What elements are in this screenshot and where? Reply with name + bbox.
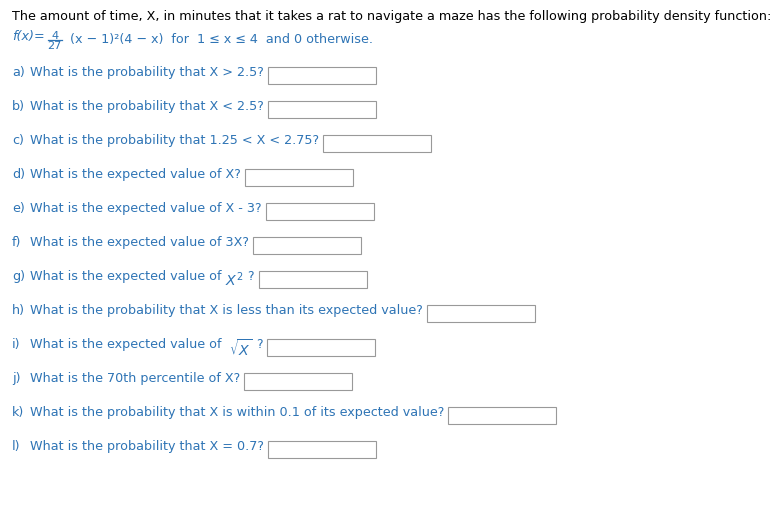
Text: What is the probability that X > 2.5?: What is the probability that X > 2.5? [30, 66, 264, 79]
Bar [267, 339, 375, 356]
Text: $\mathit{X}^2$: $\mathit{X}^2$ [225, 270, 244, 289]
Text: What is the probability that X < 2.5?: What is the probability that X < 2.5? [30, 100, 264, 113]
Bar [448, 407, 556, 424]
Text: d): d) [12, 168, 25, 181]
Bar [268, 67, 376, 84]
Text: What is the expected value of: What is the expected value of [30, 270, 225, 283]
Bar [244, 373, 352, 390]
Bar [323, 135, 431, 152]
Bar [266, 203, 374, 220]
Text: 4: 4 [51, 31, 58, 41]
Text: What is the expected value of: What is the expected value of [30, 338, 229, 351]
Text: What is the probability that X is within 0.1 of its expected value?: What is the probability that X is within… [30, 406, 444, 419]
Bar [259, 271, 367, 288]
Bar [245, 169, 353, 186]
Text: g): g) [12, 270, 25, 283]
Text: ?: ? [244, 270, 255, 283]
Text: b): b) [12, 100, 25, 113]
Bar [268, 101, 376, 118]
Text: What is the expected value of 3X?: What is the expected value of 3X? [30, 236, 249, 249]
Text: What is the probability that 1.25 < X < 2.75?: What is the probability that 1.25 < X < … [30, 134, 319, 147]
Text: i): i) [12, 338, 20, 351]
Bar [253, 237, 361, 254]
Text: What is the probability that X is less than its expected value?: What is the probability that X is less t… [30, 304, 423, 317]
Text: What is the probability that X = 0.7?: What is the probability that X = 0.7? [30, 440, 264, 453]
Text: ?: ? [253, 338, 264, 351]
Text: h): h) [12, 304, 25, 317]
Text: k): k) [12, 406, 24, 419]
Bar [268, 441, 376, 458]
Text: (x − 1)²(4 − x)  for  1 ≤ x ≤ 4  and 0 otherwise.: (x − 1)²(4 − x) for 1 ≤ x ≤ 4 and 0 othe… [66, 33, 373, 46]
Text: What is the expected value of X?: What is the expected value of X? [30, 168, 241, 181]
Text: The amount of time, X, in minutes that it takes a rat to navigate a maze has the: The amount of time, X, in minutes that i… [12, 10, 771, 23]
Text: What is the expected value of X - 3?: What is the expected value of X - 3? [30, 202, 262, 215]
Text: What is the 70th percentile of X?: What is the 70th percentile of X? [30, 372, 240, 385]
Text: 27: 27 [48, 41, 62, 51]
Text: f(x)=: f(x)= [12, 30, 45, 43]
Text: j): j) [12, 372, 20, 385]
Text: f): f) [12, 236, 21, 249]
Text: c): c) [12, 134, 24, 147]
Text: a): a) [12, 66, 25, 79]
Text: e): e) [12, 202, 25, 215]
Text: l): l) [12, 440, 20, 453]
Text: $\sqrt{X}$: $\sqrt{X}$ [229, 338, 253, 359]
Bar [427, 305, 535, 322]
